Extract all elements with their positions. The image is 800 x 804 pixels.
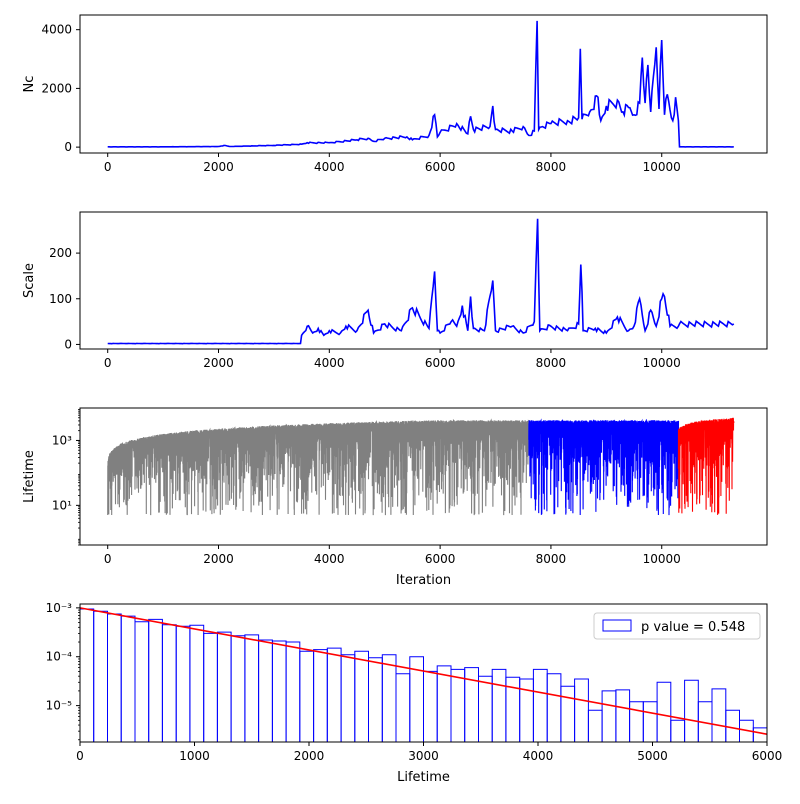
x-tick-label: 4000: [314, 552, 345, 566]
x-tick-label: 6000: [425, 356, 456, 370]
legend-label: p value = 0.548: [641, 620, 745, 635]
y-axis-label: Scale: [22, 263, 37, 298]
y-tick-label: 10⁻⁴: [46, 650, 73, 664]
x-tick-label: 0: [76, 749, 84, 763]
x-tick-label: 0: [104, 552, 112, 566]
x-tick-label: 6000: [425, 552, 456, 566]
x-tick-label: 4000: [523, 749, 554, 763]
y-tick-label: 10³: [52, 433, 72, 447]
x-tick-label: 6000: [425, 160, 456, 174]
y-tick-label: 10⁻³: [46, 601, 73, 615]
x-tick-label: 10000: [643, 160, 681, 174]
y-tick-label: 0: [64, 337, 72, 351]
x-tick-label: 8000: [536, 356, 567, 370]
y-axis-label: Lifetime: [22, 450, 37, 503]
x-tick-label: 10000: [643, 356, 681, 370]
x-axis-label: Iteration: [396, 573, 451, 588]
x-tick-label: 6000: [752, 749, 783, 763]
y-tick-label: 100: [49, 292, 72, 306]
x-tick-label: 2000: [203, 160, 234, 174]
x-tick-label: 2000: [203, 356, 234, 370]
x-tick-label: 5000: [637, 749, 668, 763]
x-tick-label: 3000: [408, 749, 439, 763]
x-axis-label: Lifetime: [397, 770, 450, 785]
x-tick-label: 2000: [203, 552, 234, 566]
x-tick-label: 0: [104, 356, 112, 370]
legend: p value = 0.548: [594, 613, 760, 639]
x-tick-label: 0: [104, 160, 112, 174]
y-tick-label: 10⁻⁵: [46, 699, 73, 713]
x-tick-label: 4000: [314, 160, 345, 174]
y-tick-label: 200: [49, 246, 72, 260]
y-tick-label: 2000: [41, 81, 72, 95]
y-tick-label: 10¹: [52, 498, 72, 512]
x-tick-label: 2000: [294, 749, 325, 763]
x-tick-label: 8000: [536, 552, 567, 566]
y-tick-label: 4000: [41, 23, 72, 37]
y-tick-label: 0: [64, 140, 72, 154]
x-tick-label: 1000: [179, 749, 210, 763]
x-tick-label: 4000: [314, 356, 345, 370]
x-tick-label: 8000: [536, 160, 567, 174]
y-axis-label: Nc: [22, 76, 37, 93]
x-tick-label: 10000: [643, 552, 681, 566]
